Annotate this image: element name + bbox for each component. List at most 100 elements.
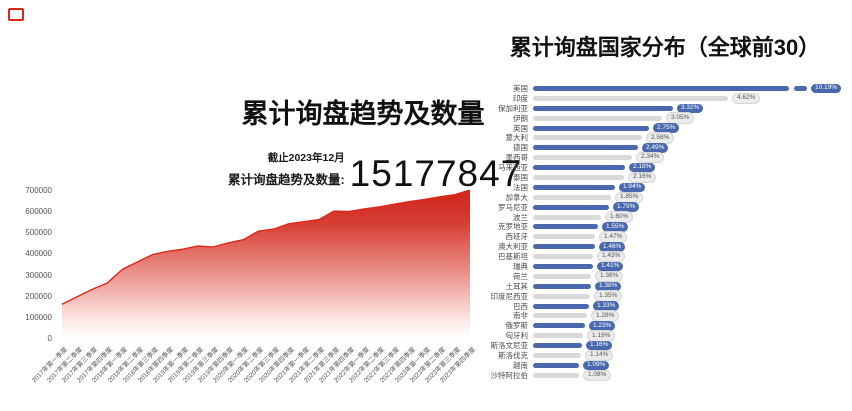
country-label: 美国	[513, 84, 528, 93]
country-bar	[533, 175, 624, 181]
left-chart-title: 累计询盘趋势及数量	[241, 99, 485, 129]
country-bar	[533, 283, 591, 289]
value-pill: 2.34%	[636, 151, 665, 164]
value-pill: 1.08%	[583, 369, 612, 382]
bar-row: 克罗地亚 1.55%	[480, 222, 850, 232]
country-label: 保加利亚	[498, 103, 528, 113]
bar-row: 巴西 1.33%	[480, 301, 850, 311]
value-pill: 1.46%	[599, 242, 626, 252]
bar-row: 沙特阿拉伯 1.08%	[480, 369, 850, 382]
value-pill: 1.85%	[615, 191, 644, 204]
country-label: 巴西	[513, 301, 528, 311]
country-label: 俄罗斯	[505, 321, 529, 331]
value-pill: 1.09%	[583, 360, 610, 371]
country-label: 印度尼西亚	[490, 291, 529, 301]
country-bar	[533, 254, 593, 260]
country-label: 波兰	[513, 212, 528, 222]
total-stat: 截止2023年12月 累计询盘趋势及数量: 15177847	[228, 150, 523, 194]
country-label: 斯洛文尼亚	[490, 341, 529, 351]
country-label: 西班牙	[505, 232, 529, 242]
value-pill: 4.62%	[732, 92, 761, 105]
value-pill: 1.79%	[613, 202, 640, 212]
country-bar	[533, 372, 579, 378]
bar-row: 俄罗斯 1.23%	[480, 321, 850, 331]
country-bar	[533, 165, 625, 171]
country-bar	[533, 244, 595, 250]
value-pill: 1.33%	[593, 301, 620, 311]
bar-row: 波兰 1.60%	[480, 211, 850, 223]
y-tick-label: 200000	[25, 291, 52, 301]
country-label: 伊朗	[513, 113, 528, 123]
y-tick-label: 300000	[25, 270, 52, 280]
bar-row: 土耳其 1.38%	[480, 281, 850, 292]
bar-row: 法国 1.94%	[480, 182, 850, 193]
country-label: 加拿大	[505, 192, 529, 202]
country-label: 英国	[513, 123, 528, 133]
bar-row: 瑞典 1.41%	[480, 261, 850, 272]
country-label: 沙特阿拉伯	[490, 370, 529, 380]
total-inquiries-value: 15177847	[349, 152, 523, 194]
bar-row: 墨西哥 2.34%	[480, 151, 850, 164]
y-tick-label: 700000	[25, 186, 52, 195]
bar-row: 印度尼西亚 1.35%	[480, 290, 850, 302]
country-bar	[533, 303, 589, 309]
axis-break-segment	[794, 86, 807, 91]
value-pill: 1.38%	[595, 270, 624, 283]
country-bar	[533, 194, 611, 200]
y-tick-label: 600000	[25, 207, 52, 217]
value-pill: 1.16%	[586, 340, 613, 351]
country-label: 德国	[513, 143, 528, 153]
bar-row: 巴基斯坦 1.43%	[480, 250, 850, 263]
bar-row: 南非 1.28%	[480, 310, 850, 322]
bar-row: 荷兰 1.38%	[480, 270, 850, 283]
value-pill: 1.28%	[591, 310, 620, 322]
value-pill: 2.75%	[653, 123, 680, 133]
stat-captions: 截止2023年12月 累计询盘趋势及数量:	[228, 150, 345, 191]
value-pill: 10.19%	[811, 83, 842, 94]
country-label: 罗马尼亚	[498, 202, 528, 212]
country-bar	[533, 145, 638, 151]
value-pill: 3.05%	[666, 112, 695, 124]
bar-row: 伊朗 3.05%	[480, 112, 850, 124]
bar-row: 澳大利亚 1.46%	[480, 242, 850, 252]
bar-row: 加拿大 1.85%	[480, 191, 850, 204]
y-tick-label: 400000	[25, 249, 52, 259]
country-label: 法国	[513, 182, 528, 192]
country-bar	[533, 224, 598, 230]
country-bar	[533, 264, 593, 270]
country-bar	[533, 115, 662, 121]
bar-row: 匈牙利 1.19%	[480, 330, 850, 342]
value-pill: 1.35%	[594, 290, 623, 302]
y-tick-label: 0	[47, 334, 52, 343]
value-pill: 1.60%	[605, 211, 634, 223]
value-pill: 1.38%	[595, 281, 622, 292]
country-label: 墨西哥	[505, 153, 529, 163]
country-bar	[533, 323, 585, 329]
country-label: 土耳其	[505, 281, 529, 291]
country-bar	[533, 353, 581, 359]
country-bar	[533, 333, 583, 339]
country-bar	[533, 313, 587, 319]
bar-row: 泰国 2.16%	[480, 171, 850, 184]
country-bar	[533, 86, 789, 91]
country-label: 匈牙利	[505, 331, 529, 341]
country-bar	[533, 273, 591, 279]
value-pill: 1.14%	[585, 349, 614, 362]
country-label: 荷兰	[513, 271, 528, 281]
bar-row: 英国 2.75%	[480, 123, 850, 133]
bar-row: 斯洛伐克 1.14%	[480, 349, 850, 362]
bar-row: 斯洛文尼亚 1.16%	[480, 340, 850, 351]
country-bar	[533, 293, 590, 299]
value-pill: 2.18%	[629, 162, 656, 173]
country-label: 泰国	[513, 173, 528, 183]
country-bar	[533, 214, 601, 220]
value-pill: 1.55%	[602, 222, 629, 232]
country-bar	[533, 105, 673, 111]
country-label: 印度	[513, 93, 528, 103]
value-pill: 1.43%	[597, 250, 626, 263]
country-label: 南非	[513, 311, 528, 321]
logo-mark	[8, 8, 24, 21]
value-pill: 2.16%	[628, 171, 657, 184]
y-tick-label: 100000	[25, 312, 52, 322]
as-of-date: 截止2023年12月	[267, 152, 345, 164]
